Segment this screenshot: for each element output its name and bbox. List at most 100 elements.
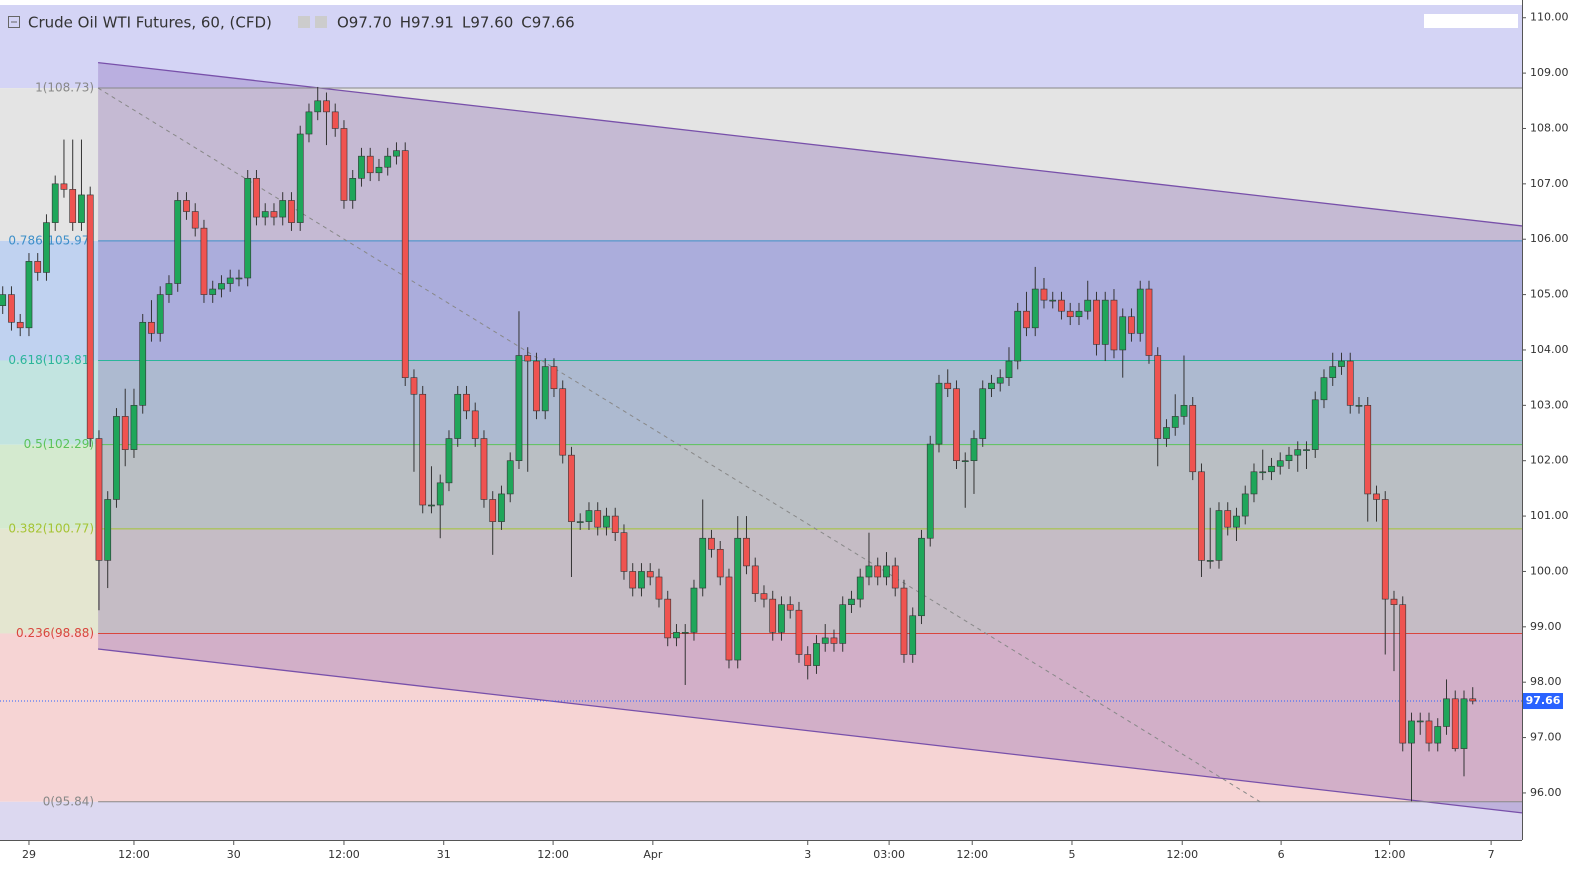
candle-body: [1154, 355, 1162, 439]
candle-body: [218, 283, 225, 290]
hide-icon[interactable]: [315, 16, 327, 28]
candle-body: [104, 499, 112, 561]
candle-body: [349, 178, 357, 201]
candle-body: [1303, 449, 1310, 451]
fib-label: 0(95.84): [43, 794, 94, 808]
candle-body: [576, 521, 584, 523]
candle-body: [716, 549, 724, 578]
candle-body: [734, 537, 742, 661]
fib-fill-above: [0, 5, 1522, 89]
candle-body: [183, 200, 190, 212]
candle-body: [25, 261, 33, 329]
candle-body: [1014, 310, 1022, 362]
candle-body: [935, 382, 943, 445]
x-tick-label: 12:00: [118, 848, 150, 861]
candle-body: [690, 587, 698, 633]
candle-body: [305, 111, 313, 135]
candle-body: [1145, 288, 1153, 356]
candle-body: [769, 598, 777, 633]
candle-body: [436, 482, 444, 506]
candle-body: [1040, 288, 1048, 301]
candle-body: [830, 637, 838, 644]
candle-body: [979, 388, 987, 439]
candle-body: [891, 565, 899, 589]
y-tick-label: 96.00: [1530, 786, 1562, 799]
candle-body: [541, 366, 549, 412]
candle-body: [821, 637, 829, 644]
candle-body: [86, 194, 94, 439]
y-tick-label: 103.00: [1530, 398, 1569, 411]
candle-body: [1311, 399, 1319, 450]
channel-lower: [98, 648, 1523, 814]
plot-area: 1(108.73) 0.786(105.97) 0.618(103.81) 0.5(1…: [0, 5, 1523, 840]
candle-body: [34, 261, 42, 273]
fib-fill-below: [0, 801, 1522, 840]
candle-body: [1119, 316, 1127, 351]
candle-body: [909, 615, 917, 655]
candle-body: [1259, 471, 1267, 474]
candle-body: [1390, 598, 1398, 605]
candle-body: [419, 393, 427, 506]
x-tick-label: 12:00: [537, 848, 569, 861]
candle-body: [699, 537, 707, 589]
last-price-label: 97.66: [1526, 694, 1561, 707]
candle-body: [646, 571, 654, 578]
candle-body: [454, 393, 462, 439]
candle-body: [655, 576, 663, 600]
candle-body: [1110, 299, 1118, 351]
candle-body: [1241, 493, 1249, 517]
y-tick-label: 109.00: [1530, 66, 1569, 79]
candle-body: [1373, 493, 1380, 500]
candle-body: [848, 598, 855, 605]
candle-body: [786, 604, 794, 611]
candle-body: [996, 377, 1004, 384]
x-tick-label: 3: [804, 848, 811, 861]
candle-body: [524, 355, 532, 362]
candle-body: [568, 454, 575, 522]
candle-body: [1408, 720, 1415, 744]
ohlc-value: C97.66: [521, 14, 574, 32]
y-tick-label: 102.00: [1530, 454, 1569, 467]
candle-body: [550, 366, 558, 390]
candle-body: [1443, 698, 1450, 727]
candle-body: [165, 283, 173, 295]
collapse-button[interactable]: [8, 16, 20, 28]
candle-body: [1189, 405, 1197, 473]
y-tick-label: 108.00: [1530, 121, 1569, 134]
candle-body: [1093, 299, 1100, 345]
candle-body: [1101, 299, 1109, 345]
candle-body: [16, 321, 24, 329]
candle-body: [638, 571, 645, 589]
candle-body: [445, 438, 453, 484]
x-tick-label: 6: [1278, 848, 1285, 861]
candle-body: [121, 416, 129, 450]
candle-body: [244, 178, 252, 279]
candle-body: [778, 604, 785, 633]
candle-body: [603, 515, 610, 528]
candle-body: [1355, 405, 1363, 407]
x-tick-label: 12:00: [956, 848, 988, 861]
settings-icon[interactable]: [298, 16, 310, 28]
candle-body: [795, 609, 803, 655]
candle-body: [156, 294, 164, 334]
candle-body: [1084, 299, 1092, 312]
candle-body: [1451, 698, 1459, 749]
candle-body: [1058, 299, 1065, 312]
candle-body: [428, 504, 435, 507]
candle-body: [113, 416, 120, 500]
candle-body: [358, 155, 365, 179]
candle-body: [1206, 560, 1214, 562]
candle-body: [191, 211, 199, 229]
candle-body: [1268, 465, 1275, 473]
candle-body: [314, 100, 322, 113]
blank-box: [1424, 14, 1518, 28]
candle-body: [261, 211, 269, 218]
fib-label: 0.382(100.77): [8, 521, 94, 535]
candle-body: [673, 632, 680, 639]
candle-body: [1399, 604, 1407, 744]
candle-body: [148, 321, 155, 334]
candle-body: [506, 460, 514, 495]
candle-body: [1163, 427, 1170, 439]
candle-body: [1320, 377, 1328, 401]
fib-label: 0.786(105.97): [8, 233, 94, 247]
